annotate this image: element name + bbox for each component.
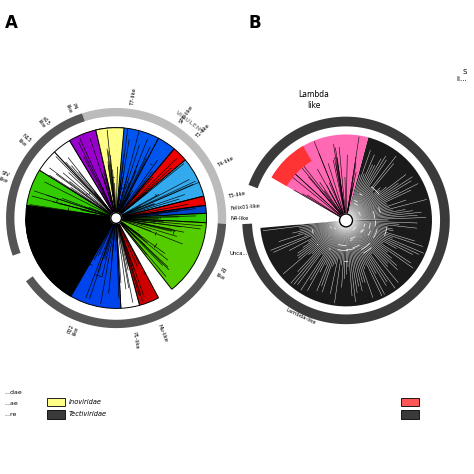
Text: VIRULENT: VIRULENT xyxy=(174,109,205,135)
Text: N15
like: N15 like xyxy=(17,133,32,148)
FancyBboxPatch shape xyxy=(47,398,65,406)
Wedge shape xyxy=(117,223,139,308)
Circle shape xyxy=(111,213,121,223)
Text: P1-like: P1-like xyxy=(132,331,139,349)
Wedge shape xyxy=(96,128,159,213)
Wedge shape xyxy=(120,149,185,214)
Wedge shape xyxy=(260,137,432,306)
Text: Lambda-like: Lambda-like xyxy=(285,308,317,326)
Text: P4
like: P4 like xyxy=(65,101,78,114)
Wedge shape xyxy=(28,219,111,263)
FancyBboxPatch shape xyxy=(401,410,419,419)
Wedge shape xyxy=(26,205,110,237)
Text: A: A xyxy=(5,14,18,32)
Text: P2
like: P2 like xyxy=(215,267,228,281)
Wedge shape xyxy=(55,141,113,214)
Wedge shape xyxy=(272,135,368,217)
FancyBboxPatch shape xyxy=(401,398,419,406)
Wedge shape xyxy=(118,223,159,305)
Wedge shape xyxy=(38,221,113,296)
Wedge shape xyxy=(121,196,206,217)
Text: Lambda
like: Lambda like xyxy=(298,90,329,109)
Wedge shape xyxy=(52,222,121,309)
Text: e15
like: e15 like xyxy=(37,115,52,130)
Wedge shape xyxy=(122,213,207,223)
Text: P22
like: P22 like xyxy=(66,323,80,336)
Text: SfV
like: SfV like xyxy=(0,171,10,184)
Circle shape xyxy=(339,214,353,227)
Text: T7-like: T7-like xyxy=(129,87,137,105)
Wedge shape xyxy=(39,152,112,215)
Text: Tectiviridae: Tectiviridae xyxy=(69,411,107,417)
Text: Inoviridae: Inoviridae xyxy=(69,399,102,405)
Text: SP6-like: SP6-like xyxy=(178,104,194,124)
Text: ...ae: ...ae xyxy=(5,401,18,406)
Text: Felix01-like: Felix01-like xyxy=(230,203,260,210)
Wedge shape xyxy=(27,170,111,217)
Wedge shape xyxy=(119,219,206,289)
Text: S
li...: S li... xyxy=(456,69,467,82)
Text: T1-like: T1-like xyxy=(195,123,211,139)
FancyBboxPatch shape xyxy=(47,410,65,419)
Text: Mu-like: Mu-like xyxy=(157,323,169,343)
Text: ...re: ...re xyxy=(5,412,17,417)
Wedge shape xyxy=(272,146,312,186)
Text: N4-like: N4-like xyxy=(231,216,249,220)
Wedge shape xyxy=(26,218,112,282)
Wedge shape xyxy=(96,128,124,212)
Wedge shape xyxy=(120,160,204,217)
Text: B: B xyxy=(249,14,262,32)
Wedge shape xyxy=(119,138,174,214)
Text: Unca...: Unca... xyxy=(229,251,247,256)
Text: T4-like: T4-like xyxy=(217,155,235,168)
Wedge shape xyxy=(70,130,115,213)
Text: ...dae: ...dae xyxy=(5,391,22,395)
Wedge shape xyxy=(122,205,206,218)
Text: T5-like: T5-like xyxy=(228,191,246,199)
